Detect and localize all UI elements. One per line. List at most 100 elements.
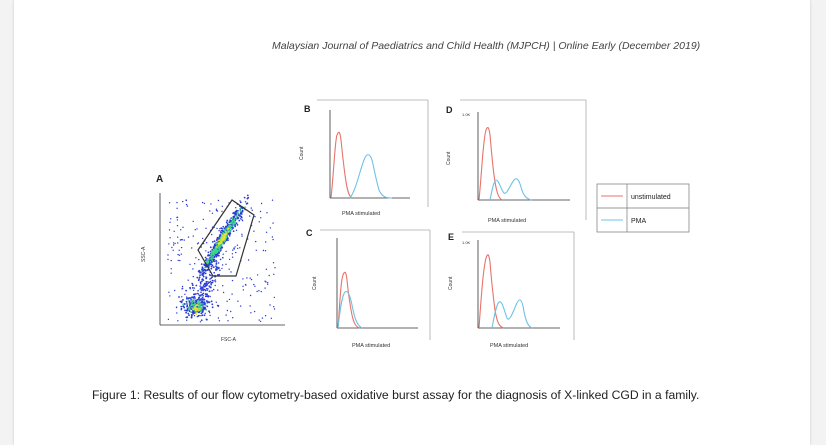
scatter-point (221, 205, 223, 207)
scatter-point (208, 290, 211, 293)
scatter-point (210, 253, 212, 256)
scatter-point (195, 284, 198, 287)
scatter-point (265, 268, 268, 270)
scatter-point (212, 255, 214, 258)
scatter-point (192, 268, 194, 270)
scatter-point (195, 313, 197, 316)
scatter-point (192, 235, 194, 237)
scatter-point (231, 217, 234, 220)
scatter-point (204, 272, 207, 275)
panel-d: D 1.0K PMA stimulated Count (446, 99, 587, 224)
scatter-point (177, 242, 179, 244)
scatter-point (179, 300, 182, 303)
scatter-point (243, 196, 246, 199)
scatter-point (204, 256, 207, 259)
scatter-point (186, 305, 189, 308)
scatter-point (222, 234, 225, 237)
scatter-point (218, 242, 220, 244)
scatter-point (215, 267, 217, 270)
scatter-point (230, 310, 232, 313)
scatter-point (222, 237, 224, 239)
scatter-point (200, 269, 203, 272)
scatter-point (236, 213, 239, 216)
scatter-point (194, 308, 197, 310)
scatter-point (226, 300, 228, 302)
scatter-point (215, 259, 217, 262)
scatter-point (209, 295, 211, 298)
scatter-point (201, 201, 204, 204)
scatter-point (170, 259, 172, 262)
scatter-point (205, 293, 207, 295)
panel-a: A FSC-A SSC-A (141, 174, 285, 343)
panel-c-ylabel: Count (312, 276, 318, 290)
scatter-point (184, 303, 186, 305)
scatter-point (230, 227, 233, 230)
scatter-point (196, 276, 199, 279)
scatter-point (239, 209, 242, 212)
scatter-point (235, 229, 238, 231)
scatter-point (206, 293, 208, 296)
scatter-point (209, 246, 212, 249)
scatter-point (206, 289, 208, 291)
scatter-point (225, 250, 227, 253)
scatter-point (219, 236, 222, 239)
scatter-point (231, 293, 233, 295)
scatter-point (184, 309, 187, 312)
scatter-point (218, 235, 221, 238)
scatter-point (207, 282, 209, 285)
scatter-point (198, 300, 201, 303)
scatter-point (209, 259, 211, 261)
scatter-point (249, 277, 251, 279)
scatter-point (210, 277, 212, 280)
scatter-point (216, 236, 219, 239)
scatter-point (221, 264, 224, 266)
scatter-point (200, 319, 203, 322)
scatter-point (241, 219, 244, 222)
scatter-point (199, 285, 201, 287)
panel-b: B PMA stimulated Count (299, 99, 429, 217)
scatter-point (178, 249, 180, 251)
scatter-point (211, 212, 214, 214)
scatter-point (235, 207, 237, 209)
scatter-point (219, 269, 221, 272)
scatter-point (200, 291, 202, 294)
scatter-point (222, 256, 224, 259)
scatter-point (254, 285, 256, 287)
scatter-point (214, 281, 217, 283)
panel-e-unstimulated-curve (478, 254, 505, 329)
scatter-point (241, 235, 243, 237)
scatter-point (234, 225, 237, 228)
scatter-point (200, 312, 203, 315)
scatter-point (222, 239, 224, 242)
scatter-point (220, 242, 223, 244)
scatter-point (222, 253, 224, 255)
scatter-point (273, 308, 276, 310)
scatter-point (197, 293, 200, 295)
scatter-point (250, 278, 253, 281)
scatter-point (202, 294, 204, 297)
panel-d-ylabel: Count (446, 151, 452, 165)
scatter-point (241, 210, 244, 213)
scatter-point (247, 259, 250, 261)
scatter-point (264, 287, 266, 289)
scatter-point (210, 257, 212, 260)
scatter-point (210, 283, 212, 286)
scatter-point (220, 227, 223, 230)
scatter-point (219, 240, 222, 243)
scatter-point (246, 202, 249, 205)
scatter-point (201, 296, 204, 299)
scatter-point (205, 280, 208, 283)
scatter-point (167, 318, 170, 321)
scatter-point (207, 259, 210, 261)
scatter-point (216, 251, 218, 253)
scatter-point (202, 288, 204, 290)
scatter-point (203, 202, 206, 205)
scatter-point (175, 306, 178, 309)
scatter-point (204, 266, 206, 269)
scatter-point (267, 283, 269, 285)
scatter-point (235, 215, 238, 217)
scatter-point (225, 263, 227, 265)
scatter-point (198, 304, 201, 307)
scatter-point (187, 279, 189, 281)
scatter-point (234, 246, 236, 248)
